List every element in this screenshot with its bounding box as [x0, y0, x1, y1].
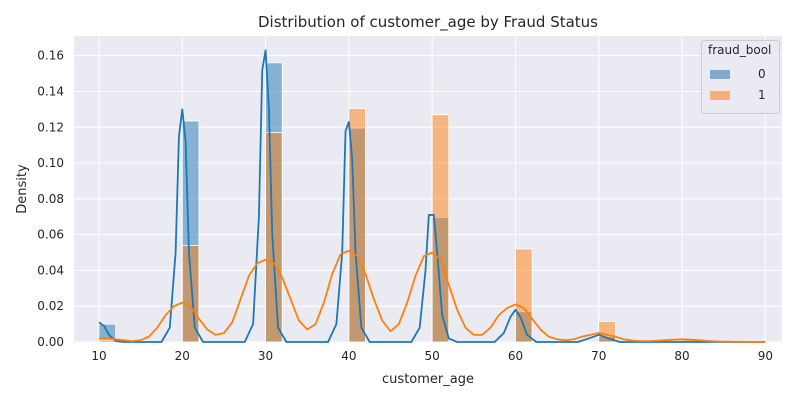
chart-title: Distribution of customer_age by Fraud St… — [258, 13, 598, 32]
x-tick-label-2: 30 — [258, 349, 273, 363]
legend-label-1: 1 — [758, 88, 766, 102]
kde-line-series-0 — [98, 49, 766, 343]
kde-curves — [98, 49, 766, 343]
y-tick-labels: 0.00 0.02 0.04 0.06 0.08 0.10 0.12 0.14 0.16 — [37, 49, 64, 349]
x-tick-label-8: 90 — [758, 349, 773, 363]
x-tick-labels: 10 20 30 40 50 60 70 80 90 — [91, 349, 773, 363]
bar-series-1-bin-2 — [265, 132, 283, 343]
bar-series-1-bin-1 — [181, 244, 200, 343]
legend-swatch-0 — [710, 70, 730, 79]
y-tick-label-7: 0.14 — [37, 84, 64, 98]
bar-series-1-bin-4 — [431, 114, 450, 343]
x-tick-label-0: 10 — [91, 349, 106, 363]
plot-area — [74, 36, 782, 342]
y-tick-label-4: 0.08 — [37, 192, 64, 206]
x-tick-label-7: 80 — [674, 349, 689, 363]
y-tick-label-6: 0.12 — [37, 120, 64, 134]
legend-item-1: 1 — [708, 88, 776, 104]
legend-swatch-1 — [710, 91, 730, 100]
y-tick-label-1: 0.02 — [37, 299, 64, 313]
y-tick-label-8: 0.16 — [37, 49, 64, 63]
y-tick-label-2: 0.04 — [37, 263, 64, 277]
x-tick-label-4: 50 — [425, 349, 440, 363]
y-tick-label-0: 0.00 — [37, 335, 64, 349]
y-tick-label-5: 0.10 — [37, 156, 64, 170]
y-tick-label-3: 0.06 — [37, 228, 64, 242]
bar-series-1-bin-0 — [98, 339, 117, 343]
x-tick-label-3: 40 — [341, 349, 356, 363]
x-axis-label: customer_age — [382, 372, 474, 387]
x-tick-label-1: 20 — [175, 349, 190, 363]
x-tick-label-5: 60 — [508, 349, 523, 363]
y-axis-label: Density — [15, 164, 30, 214]
kde-line-series-1 — [98, 249, 766, 343]
legend-title: fraud_bool — [708, 43, 772, 57]
bar-series-1-bin-5 — [515, 248, 533, 343]
legend-label-0: 0 — [758, 67, 766, 81]
legend: fraud_bool 0 1 — [701, 40, 780, 114]
legend-item-0: 0 — [708, 67, 776, 83]
x-tick-label-6: 70 — [591, 349, 606, 363]
